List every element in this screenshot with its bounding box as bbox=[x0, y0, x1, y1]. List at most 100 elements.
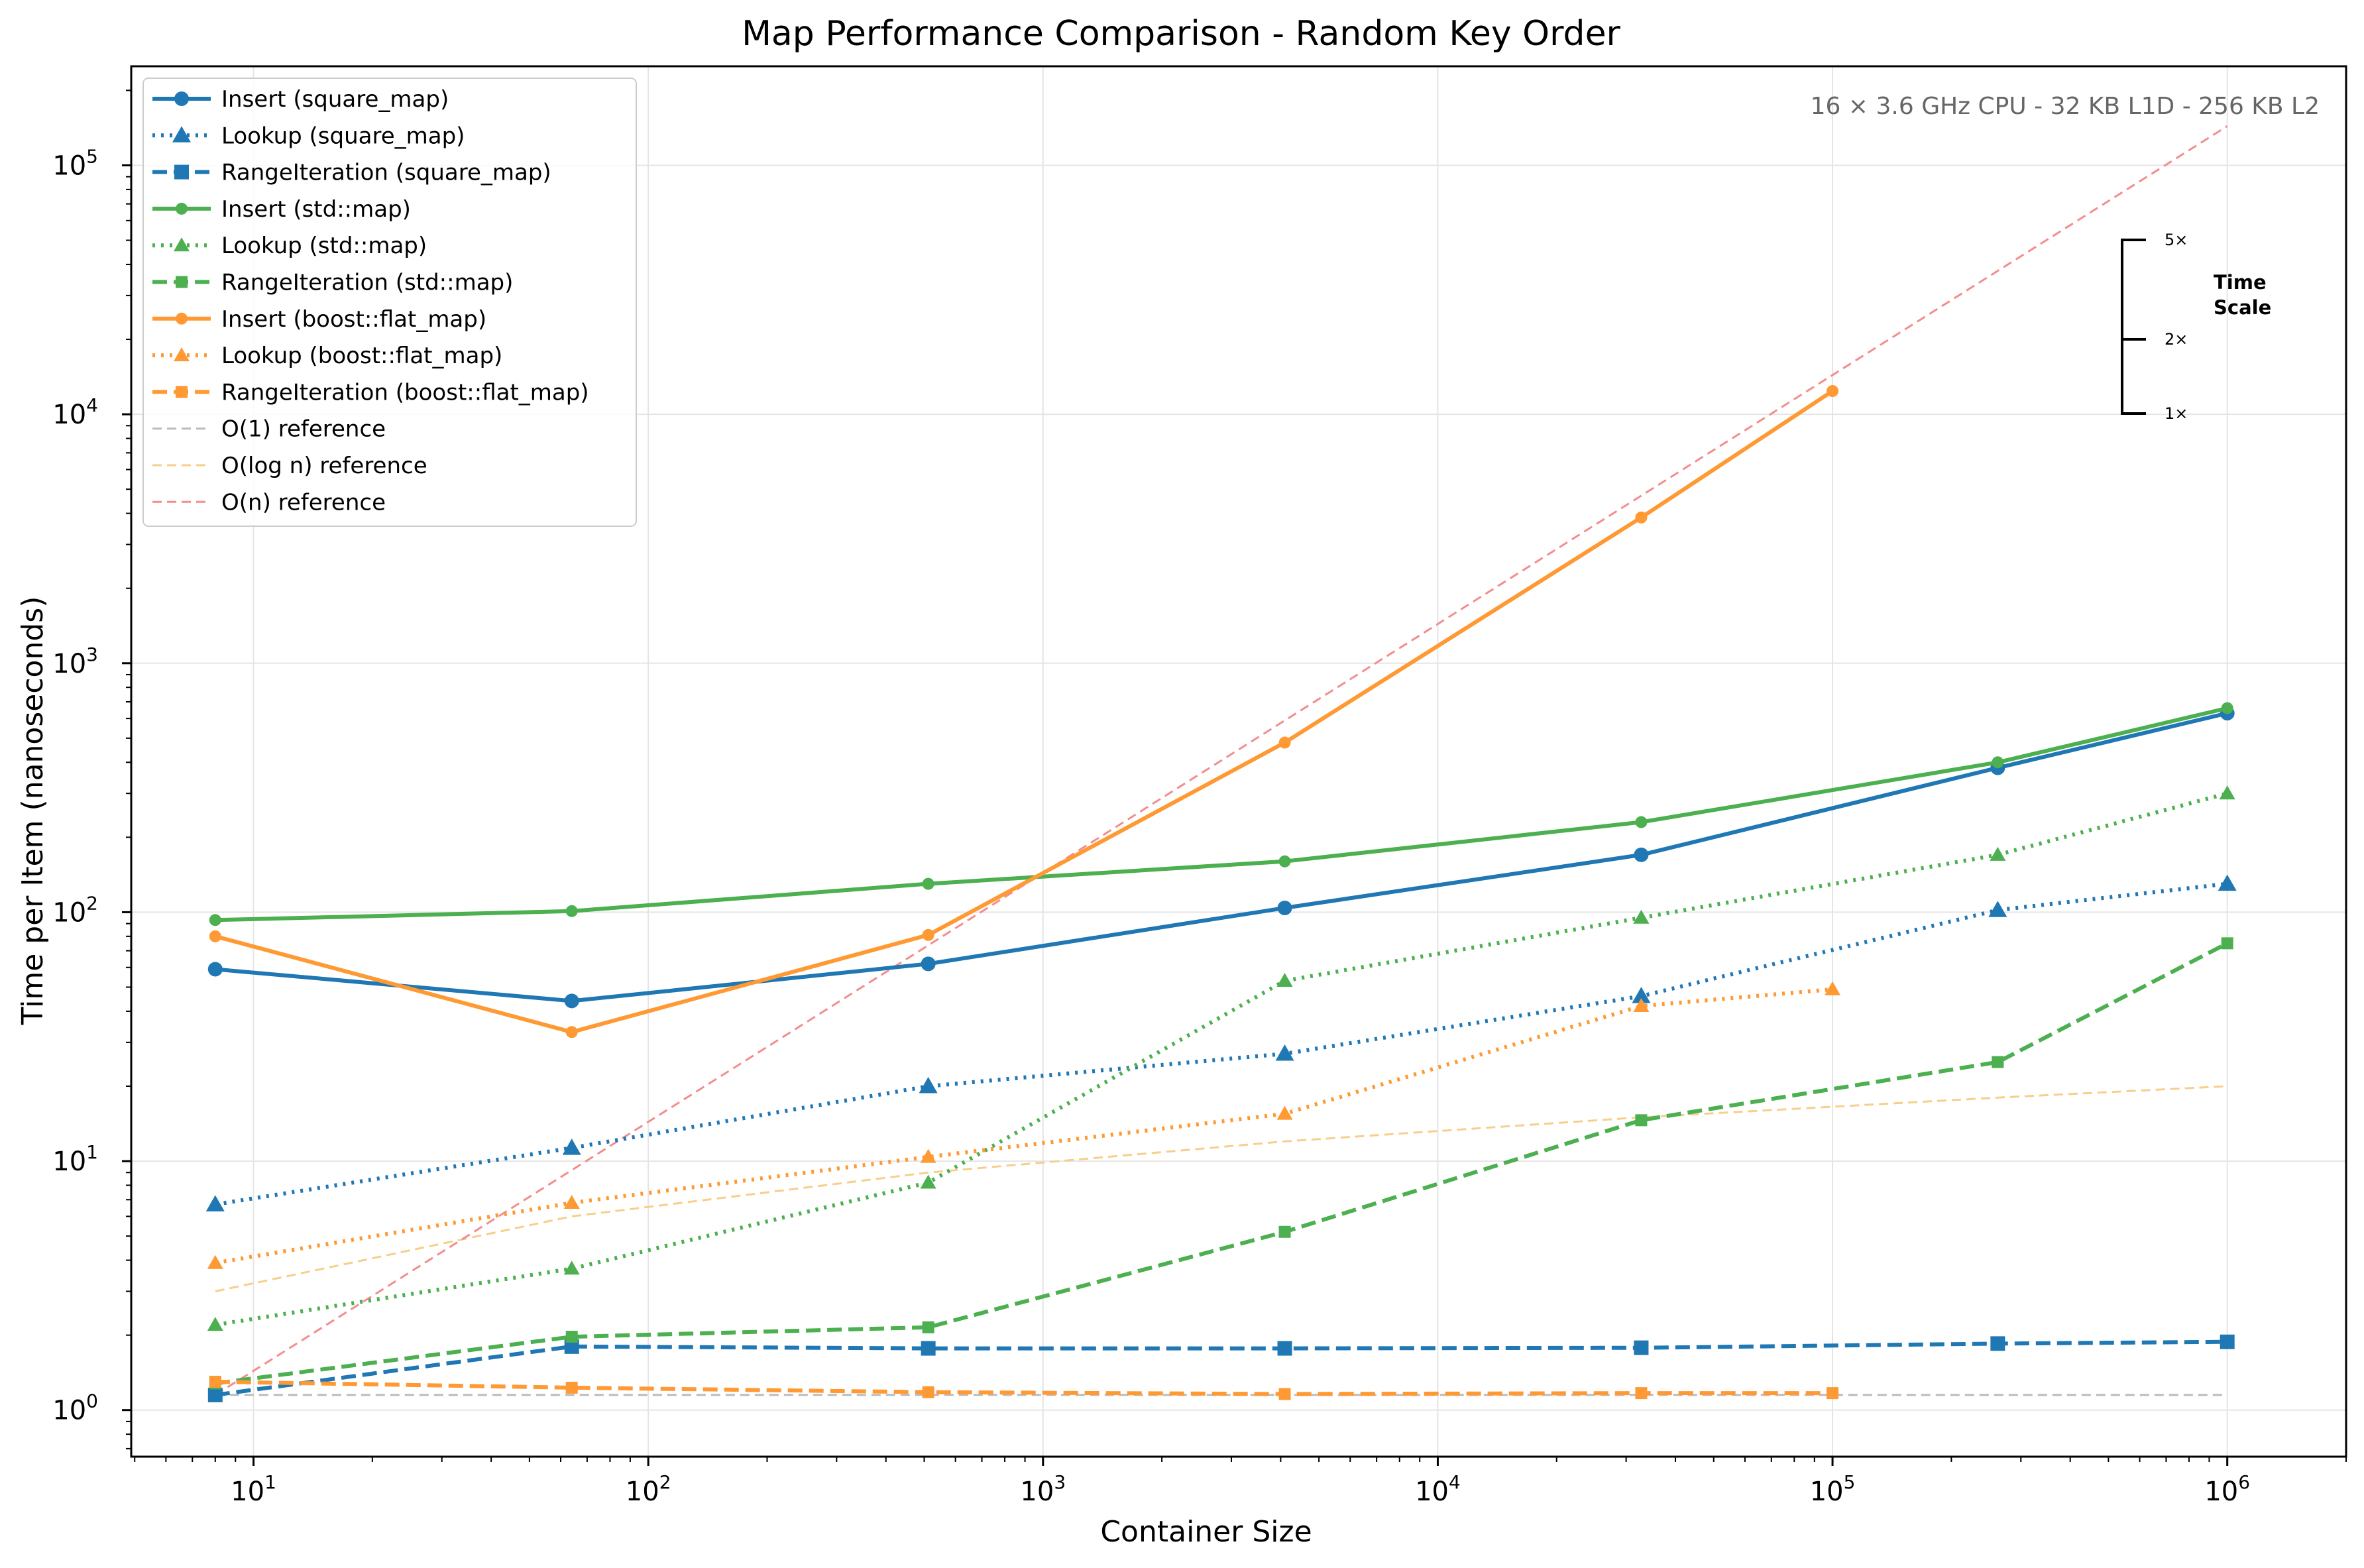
data-point-s2-1 bbox=[564, 1339, 579, 1354]
data-point-s6-3 bbox=[1278, 736, 1291, 749]
data-point-s4-1 bbox=[563, 1260, 580, 1275]
legend-marker-4 bbox=[174, 237, 190, 252]
data-point-s8-1 bbox=[565, 1381, 578, 1394]
y-tick-label-base: 10 bbox=[52, 400, 86, 430]
data-point-s7-1 bbox=[563, 1194, 580, 1209]
data-point-s2-4 bbox=[1634, 1340, 1649, 1355]
data-point-s3-0 bbox=[209, 914, 221, 926]
data-point-s1-6 bbox=[2218, 874, 2237, 891]
data-point-s5-4 bbox=[1635, 1114, 1648, 1127]
y-tick-label: 100 bbox=[52, 1390, 98, 1426]
y-tick-label-exponent: 3 bbox=[86, 644, 98, 665]
data-point-s4-5 bbox=[1990, 846, 2006, 861]
data-point-s5-6 bbox=[2221, 937, 2233, 950]
data-point-s3-4 bbox=[1635, 816, 1648, 828]
legend-marker-3 bbox=[176, 202, 188, 215]
x-tick-label: 104 bbox=[1415, 1471, 1461, 1507]
data-point-s3-3 bbox=[1278, 855, 1291, 868]
legend-label-6: Insert (boost::flat_map) bbox=[221, 306, 486, 333]
legend-marker-2 bbox=[174, 164, 189, 180]
data-point-s8-2 bbox=[922, 1386, 934, 1398]
data-point-s0-2 bbox=[921, 956, 936, 972]
data-point-s1-1 bbox=[562, 1139, 581, 1155]
y-tick-label-base: 10 bbox=[52, 150, 86, 181]
legend-marker-7 bbox=[174, 347, 190, 362]
data-point-s4-2 bbox=[920, 1174, 936, 1189]
x-tick-label: 102 bbox=[626, 1471, 671, 1507]
legend-marker-5 bbox=[176, 276, 188, 288]
data-point-s3-6 bbox=[2221, 702, 2233, 714]
data-point-s6-0 bbox=[209, 930, 221, 942]
data-point-s6-2 bbox=[922, 928, 934, 941]
data-point-s6-4 bbox=[1635, 511, 1648, 524]
data-point-s4-3 bbox=[1276, 973, 1293, 987]
scale-bar-bracket bbox=[2121, 239, 2146, 415]
data-point-s5-3 bbox=[1278, 1225, 1291, 1238]
y-tick-label-exponent: 1 bbox=[86, 1141, 98, 1163]
data-point-s6-5 bbox=[1827, 385, 1839, 398]
series-line-8 bbox=[215, 1379, 1833, 1396]
data-point-s7-4 bbox=[1633, 997, 1650, 1012]
y-tick-label: 105 bbox=[52, 145, 98, 181]
x-tick-label-exponent: 1 bbox=[264, 1471, 276, 1493]
data-point-s6-1 bbox=[565, 1026, 578, 1038]
legend-marker-8 bbox=[176, 386, 188, 398]
x-tick-label: 105 bbox=[1810, 1471, 1856, 1507]
data-point-s2-0 bbox=[207, 1387, 223, 1402]
x-axis-label: Container Size bbox=[1100, 1515, 1312, 1549]
data-point-s8-5 bbox=[1827, 1387, 1839, 1400]
data-point-s1-0 bbox=[205, 1195, 225, 1211]
y-tick-label-exponent: 2 bbox=[86, 892, 98, 914]
data-point-s3-2 bbox=[922, 877, 934, 890]
y-tick-label-base: 10 bbox=[52, 1396, 86, 1426]
scale-label-5x: 5× bbox=[2165, 231, 2188, 249]
legend-label-2: RangeIteration (square_map) bbox=[221, 160, 551, 186]
legend: Insert (square_map) Lookup (square_map) Ra… bbox=[142, 78, 637, 527]
data-point-s2-2 bbox=[921, 1341, 936, 1356]
y-tick-label-exponent: 5 bbox=[86, 145, 98, 167]
data-point-s7-2 bbox=[920, 1148, 936, 1163]
y-axis-label: Time per Item (nanoseconds) bbox=[16, 596, 50, 1026]
y-tick-label: 101 bbox=[52, 1141, 98, 1177]
x-tick-label-base: 10 bbox=[1810, 1477, 1844, 1507]
hardware-annotation: 16 × 3.6 GHz CPU - 32 KB L1D - 256 KB L2 bbox=[1811, 93, 2320, 120]
data-point-s1-2 bbox=[919, 1076, 938, 1093]
legend-label-11: O(n) reference bbox=[221, 489, 386, 516]
x-tick-label-exponent: 5 bbox=[1844, 1471, 1856, 1493]
data-point-s7-3 bbox=[1276, 1105, 1293, 1120]
data-point-s1-4 bbox=[1632, 987, 1651, 1003]
data-point-s2-6 bbox=[2220, 1334, 2235, 1349]
x-tick-label-exponent: 2 bbox=[659, 1471, 671, 1493]
legend-label-4: Lookup (std::map) bbox=[221, 233, 427, 259]
x-tick-label-base: 10 bbox=[231, 1477, 264, 1507]
legend-box bbox=[142, 78, 637, 527]
series-line-11 bbox=[214, 125, 2228, 1396]
data-point-s5-1 bbox=[565, 1331, 578, 1343]
data-point-s3-5 bbox=[1992, 756, 2004, 769]
legend-label-8: RangeIteration (boost::flat_map) bbox=[221, 379, 589, 406]
x-tick-label-exponent: 4 bbox=[1449, 1471, 1461, 1493]
scale-label-1x: 1× bbox=[2165, 404, 2188, 423]
x-tick-label: 101 bbox=[231, 1471, 276, 1507]
data-point-s8-0 bbox=[209, 1375, 221, 1388]
x-tick-label: 103 bbox=[1020, 1471, 1066, 1507]
x-tick-label-base: 10 bbox=[1415, 1477, 1449, 1507]
series-lines bbox=[205, 385, 2237, 1402]
legend-label-7: Lookup (boost::flat_map) bbox=[221, 343, 502, 369]
series-line-6 bbox=[215, 389, 1834, 1035]
data-point-s5-5 bbox=[1992, 1056, 2004, 1068]
data-point-s7-0 bbox=[207, 1255, 223, 1269]
data-point-s8-3 bbox=[1278, 1388, 1291, 1400]
legend-label-9: O(1) reference bbox=[221, 416, 386, 443]
data-point-s0-3 bbox=[1277, 901, 1292, 916]
y-tick-label: 102 bbox=[52, 892, 98, 928]
data-point-s0-1 bbox=[564, 993, 579, 1009]
chart-title: Map Performance Comparison - Random Key … bbox=[742, 14, 1620, 54]
legend-label-0: Insert (square_map) bbox=[221, 86, 449, 113]
scale-title-line2: Scale bbox=[2214, 296, 2271, 319]
legend-marker-0 bbox=[174, 91, 189, 106]
data-point-s2-5 bbox=[1990, 1336, 2005, 1351]
legend-marker-1 bbox=[172, 126, 191, 142]
data-point-s1-3 bbox=[1275, 1044, 1294, 1061]
